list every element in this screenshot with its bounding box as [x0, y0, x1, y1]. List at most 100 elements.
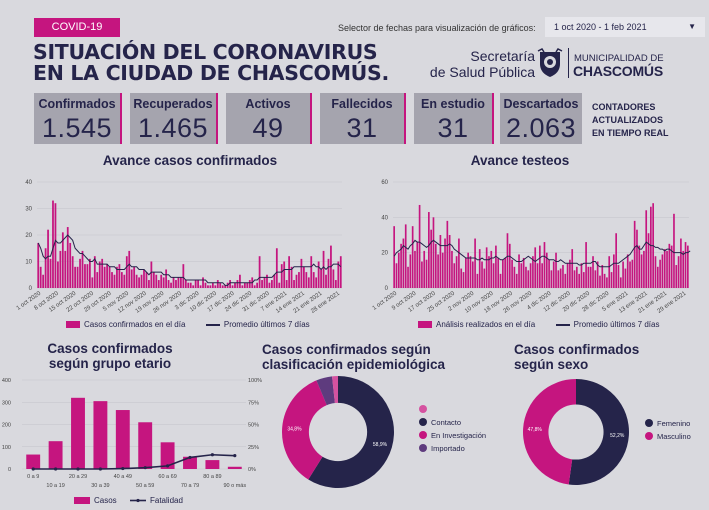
legend-label: Promedio últimos 7 días [573, 320, 660, 329]
tests-legend: Análisis realizados en el día Promedio ú… [418, 320, 659, 329]
cases-legend: Casos confirmados en el día Promedio últ… [66, 320, 310, 329]
y-tick-label: 40 [25, 180, 32, 186]
bar [160, 442, 175, 469]
bar [184, 280, 187, 288]
municipality-shield-icon [537, 48, 563, 77]
bar [74, 266, 77, 288]
bar [576, 266, 578, 288]
donut-hole [308, 402, 368, 462]
bar [532, 256, 534, 288]
legend-label: Contacto [431, 418, 461, 427]
bar [684, 242, 687, 288]
bar [400, 243, 402, 288]
bar [446, 220, 449, 288]
bar [145, 272, 148, 288]
legend-swatch-bar [418, 321, 432, 329]
bar [236, 280, 239, 288]
bar [101, 258, 104, 288]
bar [659, 259, 661, 288]
bar [143, 269, 145, 288]
bar [476, 273, 479, 288]
slice-label: 34,8% [287, 426, 302, 432]
bar [280, 264, 283, 288]
bar [647, 233, 650, 288]
bar [187, 282, 190, 288]
bar [231, 285, 234, 288]
bar [504, 257, 506, 288]
stats-row: Confirmados 1.545 Recuperados 1.465 Acti… [34, 93, 582, 144]
bar [246, 282, 249, 288]
bar [619, 277, 622, 288]
bar [108, 266, 111, 288]
bar [511, 259, 513, 288]
bar [337, 261, 340, 288]
fatality-point [233, 454, 237, 458]
bar [437, 254, 439, 288]
bar [91, 277, 94, 288]
bar [162, 277, 165, 288]
bar [170, 282, 172, 288]
y-tick-label: 100 [2, 445, 11, 451]
legend-swatch-point [136, 498, 140, 503]
bar [325, 274, 327, 288]
avg-line [37, 234, 342, 286]
stat-value: 49 [252, 113, 284, 143]
bar [643, 250, 645, 288]
bar [253, 285, 256, 288]
legend-label: Casos [94, 496, 117, 505]
bar [465, 257, 467, 288]
bar [155, 274, 158, 288]
bar [182, 264, 185, 288]
bar [610, 272, 613, 288]
municipality-label: MUNICIPALIDAD DE [574, 53, 664, 64]
title-line: clasificación epidemiológica [262, 357, 446, 372]
bar [76, 266, 79, 288]
bar [175, 280, 177, 288]
bar [239, 274, 241, 288]
bar [585, 242, 587, 288]
page-title: SITUACIÓN DEL CORONAVIRUS EN LA CIUDAD D… [33, 42, 389, 84]
bar [128, 250, 131, 288]
bar [557, 270, 560, 288]
bar [248, 280, 251, 288]
bar [599, 275, 601, 288]
stat-value: 31 [346, 113, 378, 143]
bar [650, 206, 652, 288]
legend-dot [419, 431, 427, 439]
date-selector[interactable]: 1 oct 2020 - 1 feb 2021 ▼ [545, 17, 705, 37]
bar [455, 256, 458, 288]
bar [93, 401, 108, 469]
bar [106, 264, 108, 288]
bar [71, 256, 74, 288]
bar [423, 250, 426, 288]
x-tick-label: 40 a 49 [114, 474, 132, 480]
slice-label: 47,8% [528, 427, 543, 433]
bar [430, 229, 432, 288]
bar [395, 263, 398, 288]
bar [661, 254, 664, 288]
x-tick-label: 50 a 59 [136, 483, 154, 489]
bar [300, 258, 303, 288]
bar [434, 243, 437, 288]
bar [229, 280, 231, 288]
bar [138, 422, 153, 469]
bar [118, 264, 121, 288]
bar [545, 252, 548, 288]
y2-tick-label: 25% [248, 445, 259, 451]
legend-label: Importado [431, 444, 465, 453]
legend-label: Fatalidad [150, 496, 183, 505]
bar [467, 252, 469, 288]
bar [555, 252, 557, 288]
title-line: según sexo [514, 357, 589, 372]
y-tick-label: 0 [385, 286, 389, 292]
chart-title-tests: Avance testeos [470, 153, 570, 168]
bar [474, 238, 476, 288]
bar [513, 266, 516, 288]
bar [116, 266, 118, 288]
bar [520, 263, 523, 288]
bar [448, 235, 451, 288]
bar [59, 250, 62, 288]
bar [515, 273, 518, 288]
